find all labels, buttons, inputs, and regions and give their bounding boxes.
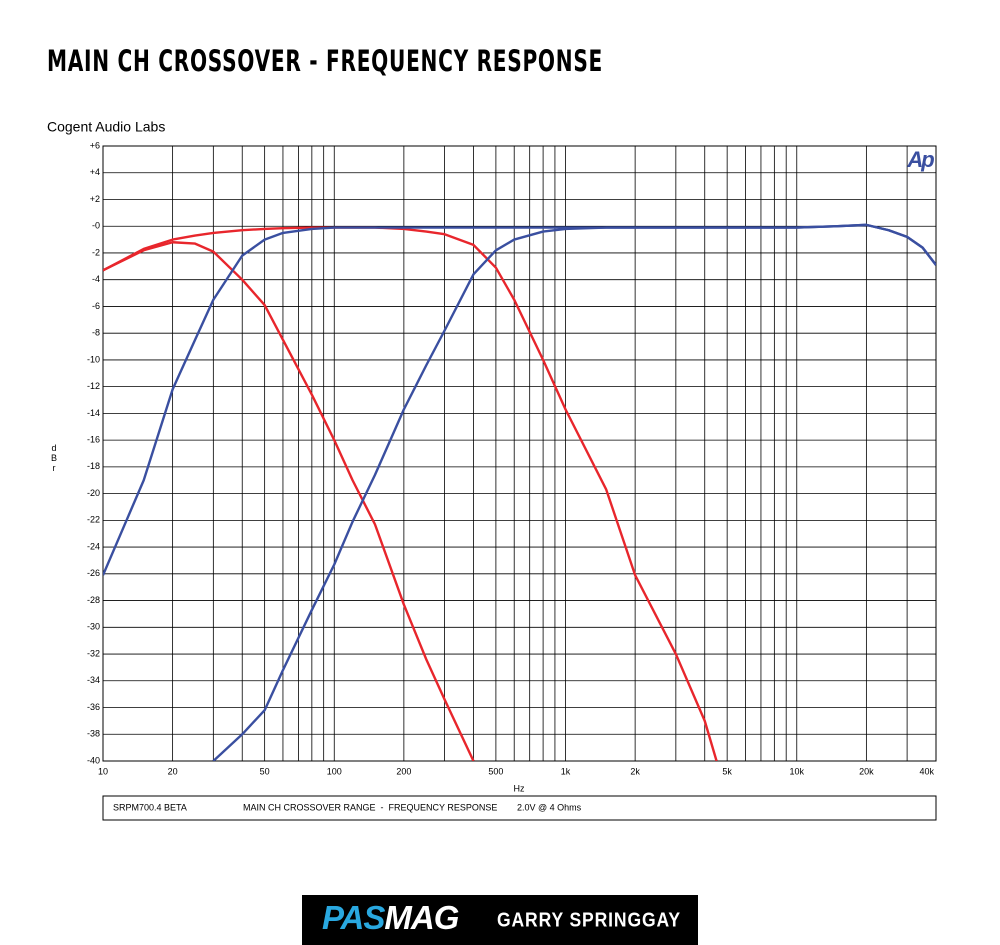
y-tick-label: -28 bbox=[87, 595, 100, 605]
x-tick-label: 2k bbox=[630, 766, 640, 776]
footnote: SRPM700.4 BETA bbox=[113, 802, 187, 812]
plot-frame bbox=[102, 145, 937, 762]
y-tick-label: -6 bbox=[92, 301, 100, 311]
y-tick-label: -34 bbox=[87, 675, 100, 685]
x-tick-label: 50 bbox=[260, 766, 270, 776]
footnote: 2.0V @ 4 Ohms bbox=[517, 802, 582, 812]
footer-box bbox=[102, 795, 937, 821]
y-tick-label: -32 bbox=[87, 648, 100, 658]
x-tick-label: 200 bbox=[396, 766, 411, 776]
banner-logo: PASMAG bbox=[322, 899, 459, 936]
y-tick-label: -38 bbox=[87, 729, 100, 739]
series-line bbox=[212, 223, 936, 761]
y-tick-label: -10 bbox=[87, 354, 100, 364]
banner-author: GARRY SPRINGGAY bbox=[497, 909, 681, 931]
x-tick-label: 500 bbox=[488, 766, 503, 776]
y-tick-label: -4 bbox=[92, 274, 100, 284]
y-tick-label: -30 bbox=[87, 622, 100, 632]
y-tick-label: -12 bbox=[87, 381, 100, 391]
y-tick-label: -2 bbox=[92, 247, 100, 257]
y-tick-label: -24 bbox=[87, 541, 100, 551]
banner-logo-part: PAS bbox=[322, 899, 385, 936]
banner bbox=[302, 895, 698, 945]
y-tick-label: -14 bbox=[87, 408, 100, 418]
ap-logo: Ap bbox=[906, 147, 934, 172]
x-tick-label: 10k bbox=[790, 766, 805, 776]
y-tick-label: -40 bbox=[87, 755, 100, 765]
y-axis-label: dBr bbox=[49, 443, 59, 473]
y-tick-label: -36 bbox=[87, 702, 100, 712]
x-tick-label: 20 bbox=[168, 766, 178, 776]
chart-subtitle: Cogent Audio Labs bbox=[47, 119, 165, 135]
x-tick-label: 10 bbox=[98, 766, 108, 776]
chart-title: MAIN CH CROSSOVER - FREQUENCY RESPONSE bbox=[47, 44, 603, 78]
x-tick-label: 40k bbox=[919, 766, 934, 776]
y-tick-label: +2 bbox=[90, 194, 100, 204]
x-tick-label: 5k bbox=[722, 766, 732, 776]
series-group bbox=[103, 223, 936, 761]
y-tick-label: -20 bbox=[87, 488, 100, 498]
x-tick-label: 20k bbox=[859, 766, 874, 776]
series-line bbox=[103, 226, 718, 761]
x-axis-label: Hz bbox=[514, 783, 525, 793]
y-tick-label: -0 bbox=[92, 221, 100, 231]
banner-logo-part: MAG bbox=[384, 899, 458, 936]
x-tick-label: 100 bbox=[327, 766, 342, 776]
series-line bbox=[103, 241, 475, 761]
y-tick-label: -26 bbox=[87, 568, 100, 578]
y-tick-label: +6 bbox=[90, 140, 100, 150]
y-tick-label: -18 bbox=[87, 461, 100, 471]
y-tick-label: -22 bbox=[87, 515, 100, 525]
footnote: MAIN CH CROSSOVER RANGE - FREQUENCY RESP… bbox=[243, 802, 497, 812]
y-tick-label: +4 bbox=[90, 167, 100, 177]
series-line bbox=[103, 223, 936, 576]
y-tick-label: -8 bbox=[92, 328, 100, 338]
x-tick-label: 1k bbox=[561, 766, 571, 776]
y-tick-label: -16 bbox=[87, 435, 100, 445]
